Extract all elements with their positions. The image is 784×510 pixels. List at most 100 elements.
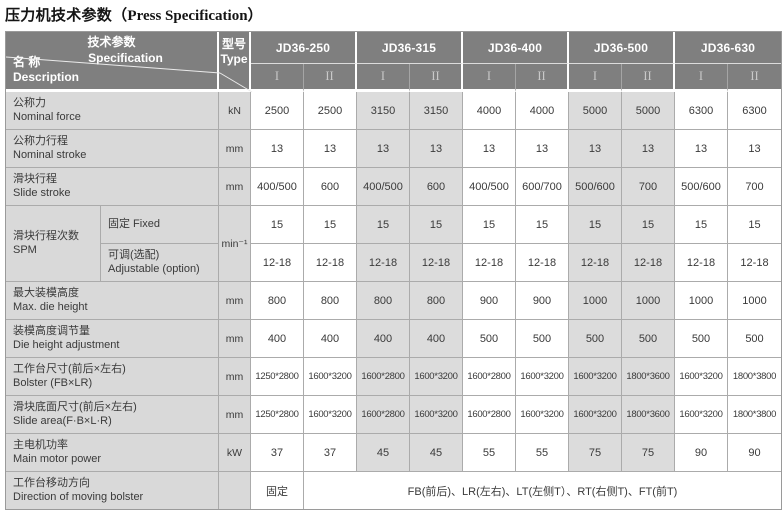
corner-header-cell: 技术参数 Specification 名 称 Description: [6, 32, 219, 92]
value-cell: 500: [728, 320, 781, 358]
value-cell: 1600*3200: [516, 358, 569, 396]
row-label-zh: 滑块行程次数: [13, 229, 79, 242]
value-cell: 15: [410, 206, 463, 244]
value-cell: 15: [622, 206, 675, 244]
header-row-models: 技术参数 Specification 名 称 Description 型号 Type …: [6, 32, 781, 92]
table-row: 装模高度调节量 Die height adjustment mm 400 400 400 4…: [6, 320, 781, 358]
row-label-en: Adjustable (option): [108, 262, 200, 275]
value-cell: 1600*2800: [357, 396, 410, 434]
unit-cell: mm: [219, 168, 251, 206]
row-label-zh: 滑块底面尺寸(前后×左右): [13, 400, 137, 413]
value-cell: 1800*3600: [622, 358, 675, 396]
value-cell: 400/500: [463, 168, 516, 206]
value-cell: 3150: [357, 92, 410, 130]
value-cell: 6300: [675, 92, 728, 130]
row-label: 主电机功率 Main motor power: [6, 434, 219, 472]
unit-cell: mm: [219, 358, 251, 396]
value-cell: 1800*3800: [728, 358, 781, 396]
value-cell: 500: [569, 320, 622, 358]
value-cell: 12-18: [675, 244, 728, 282]
value-cell: 1600*2800: [463, 358, 516, 396]
model-header-jd36-500: JD36-500: [569, 32, 675, 64]
type-header-zh: 型号: [221, 37, 246, 51]
value-cell: 15: [304, 206, 357, 244]
value-cell: 1000: [728, 282, 781, 320]
row-label-en: Slide area(F·B×L·R): [13, 414, 112, 427]
value-cell: 12-18: [357, 244, 410, 282]
value-cell: 1600*3200: [304, 396, 357, 434]
variant-header-1: I: [251, 64, 304, 92]
variant-header-2: II: [304, 64, 357, 92]
value-cell: 13: [410, 130, 463, 168]
row-label-en: Direction of moving bolster: [13, 490, 144, 503]
value-cell: 12-18: [516, 244, 569, 282]
value-cell: 400: [410, 320, 463, 358]
value-cell: 600/700: [516, 168, 569, 206]
param-header-zh: 技术参数: [87, 35, 136, 49]
row-label: 滑块底面尺寸(前后×左右) Slide area(F·B×L·R): [6, 396, 219, 434]
value-cell: 700: [622, 168, 675, 206]
value-cell: 1600*3200: [304, 358, 357, 396]
value-cell: 13: [304, 130, 357, 168]
row-label-en: Nominal force: [13, 110, 81, 123]
table-row: 工作台尺寸(前后×左右) Bolster (FB×LR) mm 1250*2800 16…: [6, 358, 781, 396]
value-cell: 13: [516, 130, 569, 168]
variant-header-10: II: [728, 64, 781, 92]
variant-header-6: II: [516, 64, 569, 92]
row-label-en: Die height adjustment: [13, 338, 120, 351]
value-cell: 1000: [569, 282, 622, 320]
unit-cell: mm: [219, 396, 251, 434]
value-cell: 1600*3200: [569, 396, 622, 434]
value-cell: 500/600: [675, 168, 728, 206]
variant-header-5: I: [463, 64, 516, 92]
page-title: 压力机技术参数（Press Specification）: [5, 4, 780, 25]
table-row: 公称力行程 Nominal stroke mm 13 13 13 13 13 13 13 13 13 1…: [6, 130, 781, 168]
table-row: 可调(选配) Adjustable (option) 12-18 12-18 12-18…: [6, 244, 781, 282]
value-cell: 6300: [728, 92, 781, 130]
name-header: 名 称 Description: [13, 55, 79, 86]
value-cell: 1250*2800: [251, 396, 304, 434]
table-row: 最大装模高度 Max. die height mm 800 800 800 800 900 90…: [6, 282, 781, 320]
value-cell: 1600*3200: [410, 396, 463, 434]
value-cell: 800: [304, 282, 357, 320]
value-cell: 1000: [675, 282, 728, 320]
value-cell: 700: [728, 168, 781, 206]
row-label-en: Slide stroke: [13, 186, 71, 199]
value-cell: 12-18: [622, 244, 675, 282]
row-label-zh: 工作台尺寸(前后×左右): [13, 362, 126, 375]
row-label: 装模高度调节量 Die height adjustment: [6, 320, 219, 358]
value-cell: 13: [463, 130, 516, 168]
unit-cell: [219, 472, 251, 509]
type-header-cell: 型号 Type: [219, 32, 251, 92]
value-cell: 45: [410, 434, 463, 472]
row-label: 公称力 Nominal force: [6, 92, 219, 130]
row-label: 最大装模高度 Max. die height: [6, 282, 219, 320]
value-cell: 800: [410, 282, 463, 320]
value-cell: 13: [675, 130, 728, 168]
value-cell: 37: [304, 434, 357, 472]
value-cell: 500: [463, 320, 516, 358]
value-cell: 13: [622, 130, 675, 168]
value-cell: 600: [304, 168, 357, 206]
model-header-jd36-400: JD36-400: [463, 32, 569, 64]
value-cell: 400: [251, 320, 304, 358]
row-label-zh: 公称力行程: [13, 134, 68, 147]
value-cell: 800: [251, 282, 304, 320]
row-label-zh: 可调(选配): [108, 248, 160, 261]
value-cell: 37: [251, 434, 304, 472]
value-cell: 1000: [622, 282, 675, 320]
header-row-variants: I II I II I II I II I II: [6, 64, 781, 92]
value-cell: 15: [463, 206, 516, 244]
value-cell: 400: [304, 320, 357, 358]
spec-table-wrap: 技术参数 Specification 名 称 Description 型号 Type …: [5, 31, 782, 510]
value-cell: 15: [516, 206, 569, 244]
value-cell: 固定: [251, 472, 304, 509]
value-cell: 5000: [622, 92, 675, 130]
table-row: 滑块底面尺寸(前后×左右) Slide area(F·B×L·R) mm 1250*2…: [6, 396, 781, 434]
row-label-zh: 主电机功率: [13, 438, 68, 451]
value-cell: 3150: [410, 92, 463, 130]
value-cell: 500: [675, 320, 728, 358]
value-cell: 1600*3200: [410, 358, 463, 396]
value-cell: 13: [728, 130, 781, 168]
row-label: 工作台移动方向 Direction of moving bolster: [6, 472, 219, 509]
